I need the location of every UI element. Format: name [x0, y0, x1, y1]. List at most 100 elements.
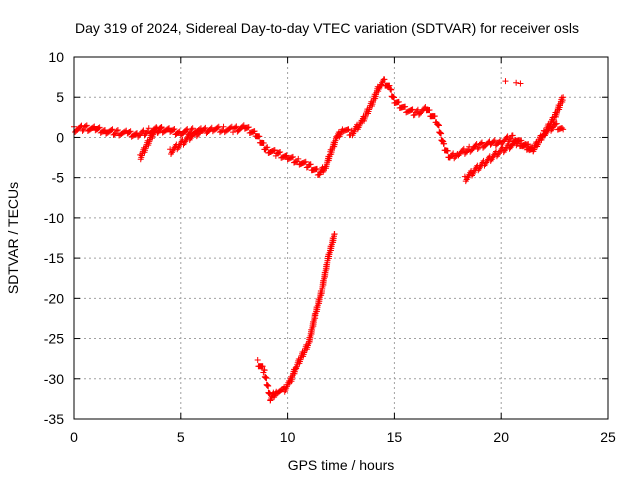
- data-marker: [188, 126, 195, 133]
- data-marker: [83, 122, 90, 129]
- data-marker: [166, 125, 173, 132]
- data-marker: [518, 137, 525, 144]
- data-marker: [414, 106, 421, 113]
- data-marker: [402, 103, 409, 110]
- data-points: [71, 76, 567, 404]
- x-tick-label: 0: [70, 429, 78, 445]
- data-marker: [506, 137, 513, 144]
- series-track-dip-1: [137, 124, 165, 163]
- data-marker: [90, 124, 97, 131]
- data-marker: [192, 128, 199, 135]
- data-marker: [256, 133, 263, 140]
- data-marker: [466, 143, 473, 150]
- data-marker: [277, 149, 284, 156]
- data-marker: [386, 82, 393, 89]
- data-marker: [171, 125, 178, 132]
- data-marker: [560, 126, 567, 133]
- data-marker: [331, 230, 338, 237]
- data-marker: [504, 133, 511, 140]
- data-marker: [79, 127, 86, 134]
- x-tick-label: 25: [600, 429, 616, 445]
- data-marker: [189, 125, 196, 132]
- y-tick-label: -20: [44, 290, 64, 306]
- data-marker: [111, 131, 118, 138]
- axes: 0 5 10 15 20 25 10 5 0 -5 -10 -15 -20 -25 -30 -35: [44, 49, 616, 445]
- data-marker: [283, 152, 290, 159]
- data-marker: [460, 145, 467, 152]
- data-marker: [214, 124, 221, 131]
- y-tick-label: -5: [52, 170, 65, 186]
- data-marker: [395, 98, 402, 105]
- data-marker: [175, 129, 182, 136]
- data-marker: [422, 103, 429, 110]
- data-marker: [449, 151, 456, 158]
- y-tick-label: -35: [44, 411, 64, 427]
- data-marker: [80, 126, 87, 133]
- data-marker: [170, 126, 177, 133]
- data-marker: [264, 144, 271, 151]
- data-marker: [474, 145, 481, 152]
- outlier-marker: [513, 79, 520, 86]
- data-marker: [491, 137, 498, 144]
- data-marker: [91, 123, 98, 130]
- y-tick-label: 0: [56, 129, 64, 145]
- data-marker: [478, 139, 485, 146]
- data-marker: [513, 142, 520, 149]
- data-marker: [265, 383, 272, 390]
- outlier-marker: [517, 80, 524, 87]
- y-tick-label: 5: [56, 89, 64, 105]
- data-marker: [391, 94, 398, 101]
- series-track-deep: [254, 230, 338, 404]
- data-marker: [388, 86, 395, 93]
- data-marker: [553, 120, 560, 127]
- data-marker: [183, 127, 190, 134]
- data-marker: [459, 147, 466, 154]
- data-marker: [438, 130, 445, 137]
- data-marker: [464, 148, 471, 155]
- data-marker: [82, 123, 89, 130]
- x-tick-label: 20: [493, 429, 509, 445]
- data-marker: [560, 94, 567, 101]
- data-marker: [289, 153, 296, 160]
- data-marker: [158, 124, 165, 131]
- data-marker: [199, 128, 206, 135]
- data-marker: [78, 122, 85, 129]
- data-marker: [220, 123, 227, 130]
- data-marker: [108, 127, 115, 134]
- data-marker: [113, 127, 120, 134]
- data-marker: [295, 155, 302, 162]
- data-marker: [413, 108, 420, 115]
- y-axis-label: SDTVAR / TECUs: [5, 182, 21, 294]
- data-marker: [157, 125, 164, 132]
- data-marker: [202, 124, 209, 131]
- data-marker: [444, 147, 451, 154]
- data-marker: [114, 127, 121, 134]
- data-marker: [187, 129, 194, 136]
- data-marker: [139, 128, 146, 135]
- data-marker: [261, 367, 268, 374]
- data-marker: [381, 76, 388, 83]
- data-marker: [550, 117, 557, 124]
- data-marker: [507, 135, 514, 142]
- chart-title: Day 319 of 2024, Sidereal Day-to-day VTE…: [75, 20, 579, 36]
- data-marker: [109, 126, 116, 133]
- series-track-late: [461, 94, 567, 185]
- data-marker: [450, 150, 457, 157]
- data-marker: [472, 142, 479, 149]
- series-track-main: [71, 76, 567, 179]
- data-marker: [509, 132, 516, 139]
- data-marker: [525, 141, 532, 148]
- data-marker: [95, 125, 102, 132]
- data-marker: [441, 140, 448, 147]
- data-marker: [260, 140, 267, 147]
- data-marker: [112, 130, 119, 137]
- data-marker: [259, 363, 266, 370]
- data-marker: [96, 124, 103, 131]
- y-tick-label: -15: [44, 250, 64, 266]
- data-marker: [435, 122, 442, 129]
- data-marker: [503, 134, 510, 141]
- data-marker: [409, 106, 416, 113]
- outlier-marker: [502, 78, 509, 85]
- data-marker: [101, 126, 108, 133]
